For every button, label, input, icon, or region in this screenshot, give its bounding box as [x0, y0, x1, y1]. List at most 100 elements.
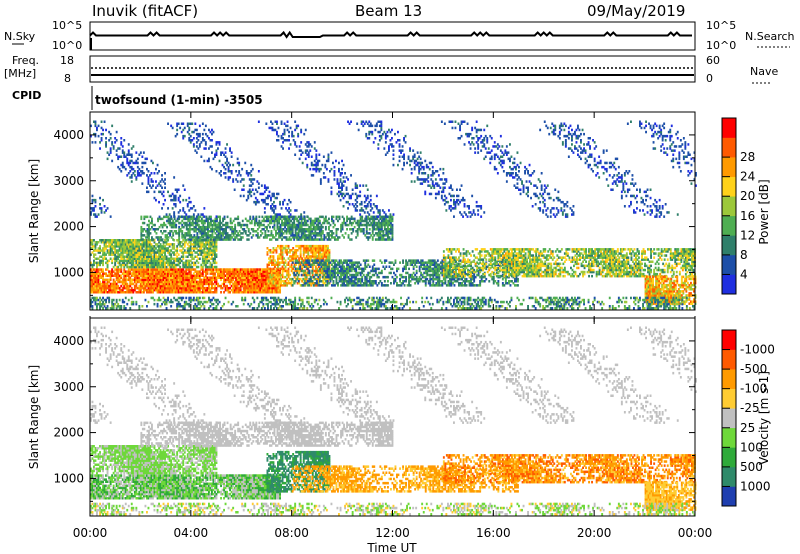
- echo-cell: [249, 215, 252, 219]
- echo-cell: [226, 215, 229, 219]
- echo-cell: [172, 238, 175, 241]
- echo-cell: [151, 217, 153, 221]
- echo-cell: [397, 267, 400, 271]
- echo-cell: [272, 255, 275, 258]
- echo-cell: [247, 228, 250, 231]
- echo-cell: [164, 230, 167, 233]
- echo-cell: [241, 236, 244, 239]
- echo-cell: [332, 219, 335, 223]
- echo-cell: [303, 269, 306, 273]
- echo-cell: [289, 273, 291, 277]
- date-title: 09/May/2019: [587, 2, 685, 20]
- echo-cell: [465, 284, 468, 287]
- echo-cell: [332, 215, 335, 219]
- echo-cell: [197, 261, 200, 265]
- echo-cell: [223, 215, 226, 219]
- echo-cell: [453, 284, 456, 287]
- echo-cell: [332, 280, 335, 283]
- echo-cell: [320, 280, 323, 283]
- echo-cell: [385, 265, 388, 268]
- echo-cell: [146, 215, 149, 219]
- freq-panel: [89, 55, 696, 83]
- echo-cell: [291, 261, 294, 264]
- echo-cell: [390, 271, 392, 275]
- echo-cell: [387, 275, 389, 279]
- nsky-label: N.Sky: [4, 30, 36, 43]
- echo-cell: [373, 263, 376, 266]
- echo-cell: [215, 261, 218, 265]
- freq-label: Freq.: [12, 54, 39, 67]
- echo-cell: [328, 217, 330, 221]
- echo-cell: [368, 265, 371, 268]
- station-title: Inuvik (fitACF): [92, 2, 198, 20]
- echo-cell: [173, 243, 176, 246]
- echo-cell: [402, 259, 404, 262]
- echo-cell: [261, 232, 264, 235]
- echo-cell: [155, 232, 158, 235]
- echo-cell: [237, 215, 240, 219]
- echo-cell: [359, 263, 362, 266]
- nsky-tick-top: 10^5: [52, 19, 82, 32]
- echo-cell: [353, 217, 356, 221]
- echo-cell: [318, 219, 321, 223]
- echo-cell: [374, 280, 377, 283]
- echo-cell: [309, 275, 312, 279]
- echo-cell: [234, 223, 237, 227]
- echo-cell: [343, 217, 345, 221]
- echo-cell: [385, 259, 388, 262]
- echo-cell: [391, 267, 394, 271]
- echo-cell: [299, 265, 302, 268]
- echo-cell: [300, 273, 303, 277]
- echo-cell: [149, 232, 152, 235]
- echo-cell: [337, 228, 339, 231]
- echo-cell: [405, 275, 407, 279]
- echo-cell: [143, 221, 146, 225]
- echo-cell: [154, 223, 156, 227]
- echo-cell: [380, 261, 383, 264]
- echo-cell: [321, 284, 324, 287]
- echo-cell: [332, 232, 335, 235]
- echo-cell: [210, 215, 212, 219]
- echo-cell: [383, 280, 386, 283]
- echo-cell: [270, 230, 273, 233]
- echo-cell: [353, 225, 356, 229]
- nave-label: Nave: [750, 65, 778, 78]
- echo-cell: [338, 215, 341, 219]
- echo-cell: [284, 259, 287, 262]
- echo-cell: [247, 238, 250, 241]
- echo-cell: [361, 215, 364, 219]
- nave-tick-bottom: 0: [706, 72, 713, 85]
- echo-cell: [141, 238, 144, 241]
- freq-unit: [MHz]: [4, 67, 36, 80]
- echo-cell: [246, 223, 249, 227]
- echo-cell: [497, 280, 500, 283]
- echo-cell: [318, 273, 321, 277]
- echo-cell: [179, 265, 182, 269]
- echo-cell: [315, 280, 318, 283]
- echo-cell: [321, 225, 324, 229]
- echo-cell: [255, 215, 258, 219]
- echo-cell: [485, 277, 488, 281]
- echo-cell: [327, 244, 329, 248]
- echo-cell: [308, 269, 311, 273]
- echo-cell: [311, 269, 314, 273]
- echo-cell: [347, 234, 350, 237]
- echo-cell: [377, 267, 380, 271]
- echo-cell: [161, 238, 164, 241]
- echo-cell: [391, 223, 394, 227]
- echo-cell: [181, 230, 184, 233]
- nave-tick-top: 60: [706, 54, 720, 67]
- echo-cell: [350, 238, 353, 241]
- echo-cell: [415, 265, 418, 268]
- echo-cell: [311, 280, 314, 283]
- echo-cell: [308, 259, 311, 262]
- echo-cell: [373, 259, 376, 262]
- nsky-trace: [89, 30, 692, 39]
- echo-cell: [362, 228, 365, 231]
- echo-cell: [152, 238, 155, 241]
- echo-cell: [390, 282, 392, 285]
- echo-cell: [308, 284, 311, 287]
- echo-cell: [403, 284, 406, 287]
- echo-cell: [492, 275, 495, 279]
